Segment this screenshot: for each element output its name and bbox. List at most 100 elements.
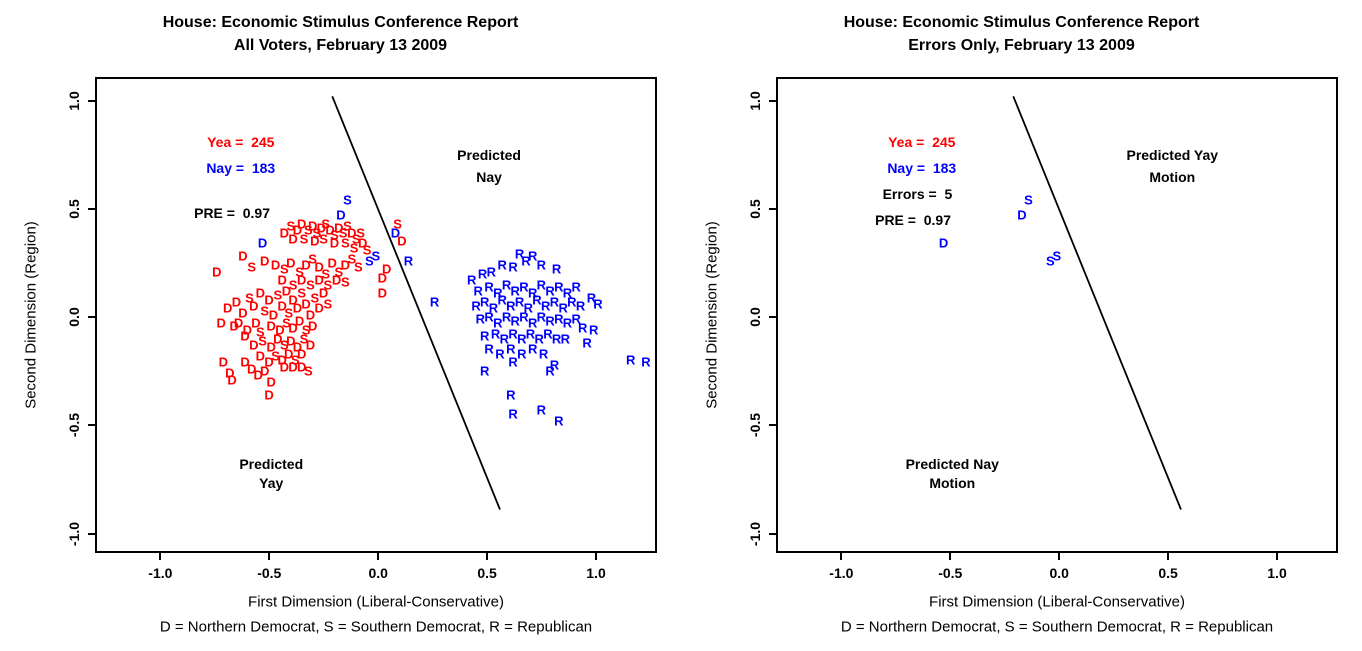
vote-point-S: S — [349, 240, 359, 256]
vote-point-R: R — [508, 354, 518, 370]
vote-point-D: D — [305, 337, 316, 353]
vote-point-S: S — [356, 225, 365, 241]
vote-point-S: S — [284, 305, 294, 321]
vote-point-D: D — [268, 307, 279, 323]
vote-point-D: D — [305, 307, 316, 323]
region-label: Predicted — [239, 456, 304, 473]
vote-point-D: D — [329, 235, 340, 251]
vote-point-R: R — [536, 309, 547, 325]
vote-point-S: S — [393, 216, 402, 232]
vote-point-D: D — [286, 255, 296, 271]
x-tick-label: 0.0 — [1049, 565, 1069, 581]
vote-point-D: D — [264, 292, 274, 308]
vote-point-S: S — [290, 352, 300, 368]
vote-point-D: D — [238, 248, 248, 264]
vote-point-S: S — [256, 324, 265, 340]
vote-point-D: D — [340, 257, 351, 273]
vote-point-D: D — [288, 231, 298, 247]
vote-point-R: R — [506, 298, 516, 314]
vote-point-S: S — [1052, 248, 1062, 264]
vote-point-S: S — [303, 222, 313, 238]
vote-point-S: S — [351, 231, 361, 247]
vote-point-R: R — [549, 294, 560, 310]
vote-point-R: R — [495, 346, 505, 362]
vote-point-S: S — [247, 259, 256, 275]
region-label: Predicted Nay — [905, 456, 999, 473]
vote-point-D: D — [242, 322, 252, 338]
panel-title: House: Economic Stimulus Conference Repo… — [162, 14, 519, 31]
vote-point-D: D — [227, 372, 237, 388]
y-tick-label: -1.0 — [66, 521, 82, 546]
x-tick-label: 0.0 — [368, 565, 388, 581]
vote-point-D: D — [288, 292, 298, 308]
vote-point-R: R — [508, 259, 518, 275]
vote-point-D: D — [316, 220, 327, 236]
vote-point-R: R — [510, 313, 520, 329]
panel-subtitle: All Voters, February 13 2009 — [233, 37, 448, 54]
vote-point-D: D — [301, 296, 311, 312]
cutting-line — [331, 95, 501, 510]
vote-point-D: D — [292, 222, 303, 238]
vote-point-R: R — [536, 402, 547, 418]
stat-annotation: Errors = 5 — [882, 185, 953, 202]
party-legend-caption: D = Northern Democrat, S = Southern Demo… — [840, 618, 1274, 636]
y-axis-tick — [769, 424, 776, 427]
stat-annotation: Yea = 245 — [207, 133, 275, 150]
vote-point-S: S — [330, 227, 339, 243]
vote-point-D: D — [318, 285, 329, 301]
vote-point-D: D — [231, 294, 242, 310]
vote-point-R: R — [501, 277, 512, 293]
vote-point-S: S — [312, 225, 322, 241]
vote-point-D: D — [212, 264, 222, 280]
x-axis-tick — [377, 553, 380, 560]
vote-point-R: R — [519, 309, 529, 325]
vote-point-R: R — [484, 309, 494, 325]
vote-point-D: D — [255, 285, 266, 301]
x-axis-tick — [949, 553, 952, 560]
vote-point-S: S — [338, 225, 348, 241]
vote-point-D: D — [334, 220, 344, 236]
vote-point-S: S — [340, 274, 350, 290]
vote-point-R: R — [486, 264, 496, 280]
vote-point-D: D — [240, 328, 250, 344]
vote-point-S: S — [321, 216, 331, 232]
vote-point-S: S — [245, 290, 254, 306]
vote-point-S: S — [299, 331, 309, 347]
vote-point-D: D — [222, 300, 233, 316]
y-axis-tick — [769, 532, 776, 535]
panel-subtitle: Errors Only, February 13 2009 — [908, 37, 1135, 54]
x-axis-tick — [268, 553, 271, 560]
vote-point-R: R — [536, 257, 547, 273]
vote-point-D: D — [266, 374, 276, 390]
vote-point-S: S — [340, 235, 350, 251]
vote-point-D: D — [292, 300, 303, 316]
vote-point-D: D — [277, 272, 287, 288]
vote-point-D: D — [281, 283, 292, 299]
vote-point-D: D — [377, 285, 388, 301]
y-axis-tick — [769, 207, 776, 210]
vote-point-R: R — [473, 283, 483, 299]
vote-point-R: R — [466, 272, 477, 288]
vote-point-R: R — [501, 309, 512, 325]
vote-point-R: R — [554, 311, 564, 327]
y-axis-tick — [769, 316, 776, 319]
vote-point-S: S — [343, 218, 352, 234]
y-axis-tick — [769, 99, 776, 102]
x-axis-tick — [595, 553, 597, 560]
y-tick-label: 1.0 — [747, 91, 763, 111]
vote-point-D: D — [307, 318, 318, 334]
vote-point-S: S — [297, 285, 307, 301]
vote-point-R: R — [521, 253, 531, 269]
vote-point-S: S — [364, 253, 374, 269]
vote-point-S: S — [303, 363, 313, 379]
vote-point-R: R — [499, 331, 510, 347]
vote-point-R: R — [536, 277, 547, 293]
vote-point-R: R — [497, 292, 507, 308]
vote-point-R: R — [571, 311, 581, 327]
vote-point-R: R — [477, 266, 488, 282]
vote-point-R: R — [554, 279, 564, 295]
vote-point-D: D — [249, 298, 259, 314]
y-axis-tick — [88, 99, 95, 102]
vote-point-S: S — [310, 290, 320, 306]
